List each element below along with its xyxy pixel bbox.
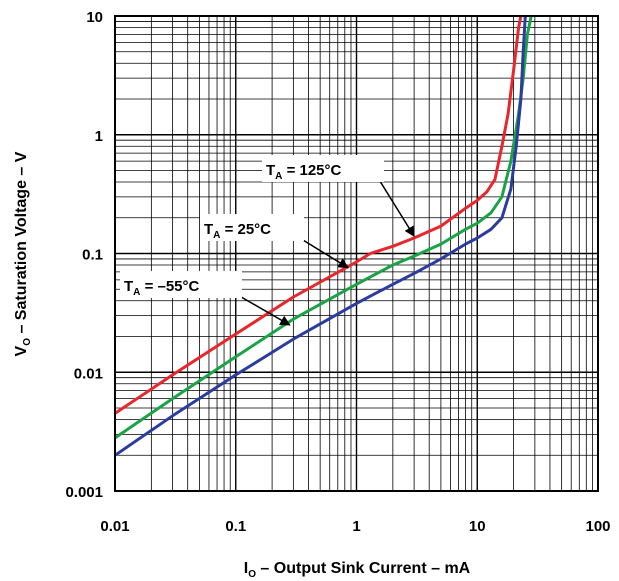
annotation-arrow [235, 293, 291, 326]
y-tick-label: 1 [95, 128, 103, 145]
y-tick-label: 10 [86, 9, 103, 26]
annotation-label-bg [262, 155, 384, 182]
y-axis-label: VO – Saturation Voltage – V [13, 151, 33, 356]
series-group [114, 15, 533, 457]
y-tick-label: 0.1 [82, 247, 103, 264]
series-line-0 [114, 15, 523, 415]
annotation-arrow [377, 177, 415, 238]
annotation-arrow [297, 236, 349, 269]
plot-frame [114, 15, 599, 492]
series-label-2: TA = –55°C [124, 278, 200, 298]
series-label-1: TA = 25°C [204, 221, 271, 241]
x-tick-label: 0.1 [225, 518, 246, 535]
series-line-1 [114, 15, 533, 440]
grid [115, 16, 598, 491]
series-label-0: TA = 125°C [266, 162, 342, 182]
x-tick-label: 0.01 [100, 518, 129, 535]
x-tick-label: 1 [352, 518, 360, 535]
annotation-label-bg [120, 271, 242, 298]
series-line-2 [114, 15, 527, 457]
tick-labels: 0.01 0.1 1 10 100 0.001 0.01 0.1 1 10 [65, 9, 610, 535]
y-tick-label: 0.001 [65, 484, 103, 501]
annotation-label-bg [200, 214, 304, 241]
annotations: TA = 125°C TA = 25°C TA = –55°C [120, 155, 415, 326]
x-tick-label: 10 [469, 518, 486, 535]
x-axis-label: IO – Output Sink Current – mA [244, 560, 471, 580]
x-tick-label: 100 [585, 518, 610, 535]
y-tick-label: 0.01 [74, 365, 103, 382]
